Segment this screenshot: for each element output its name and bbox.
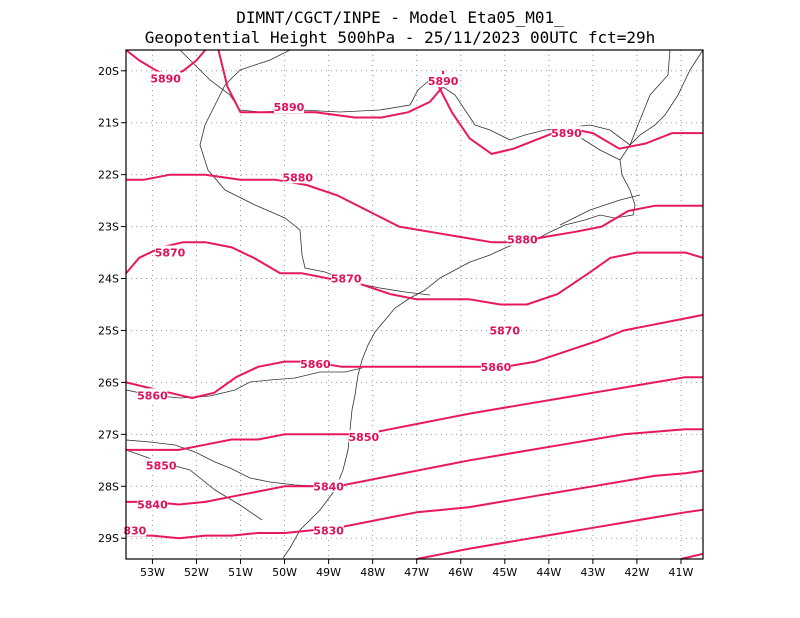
contour-label: 5890: [428, 75, 459, 88]
y-tick-label: 21S: [98, 117, 119, 130]
contour-label-bg: [155, 245, 186, 259]
x-tick-label: 45W: [492, 566, 517, 579]
y-tick-label: 28S: [98, 480, 119, 493]
contour-label-bg: [551, 126, 582, 140]
contour-label-bg: [348, 429, 379, 443]
x-tick-label: 43W: [580, 566, 605, 579]
x-tick-label: 50W: [272, 566, 297, 579]
contour-label: 5880: [282, 171, 313, 184]
contour-label: 5890: [150, 73, 181, 86]
y-tick-label: 25S: [98, 324, 119, 337]
contour-label: 5870: [155, 247, 186, 260]
border-mg-es: [629, 49, 671, 146]
contour-label: 5860: [137, 389, 168, 402]
contour-label: 5880: [507, 234, 538, 247]
lat-lon-grid: [126, 50, 703, 559]
contour-label-bg: [313, 479, 344, 493]
x-tick-label: 53W: [140, 566, 165, 579]
contour-label-bg: [300, 357, 331, 371]
y-tick-label: 22S: [98, 169, 119, 182]
contour-label-bg: [150, 71, 181, 85]
contour-label: 5840: [313, 480, 344, 493]
contour-label-bg: [137, 388, 168, 402]
contour-label-bg: [313, 523, 344, 537]
contour-label: 5870: [489, 324, 520, 337]
contour-label: 5850: [146, 460, 177, 473]
contour-label-bg: [273, 100, 304, 114]
contour-5890: [437, 85, 703, 155]
contour-5850: [126, 376, 703, 451]
border-ms-pr: [199, 49, 431, 296]
contour-label: 5870: [331, 273, 362, 286]
contour-label: 830: [123, 524, 146, 537]
contour-label: 5890: [274, 101, 305, 114]
contour-5820: [416, 508, 704, 560]
map-title-line2: Geopotential Height 500hPa - 25/11/2023 …: [144, 28, 656, 47]
contour-label-bg: [123, 523, 147, 537]
height-contours: [125, 49, 704, 560]
contour-5890: [217, 49, 445, 119]
contour-label-bg: [282, 170, 313, 184]
x-tick-label: 52W: [184, 566, 209, 579]
y-tick-label: 26S: [98, 376, 119, 389]
x-tick-label: 44W: [536, 566, 561, 579]
contour-5830: [126, 469, 704, 540]
y-tick-label: 20S: [98, 65, 119, 78]
contour-label: 5890: [551, 127, 582, 140]
contour-label-bg: [137, 497, 168, 511]
x-tick-label: 47W: [404, 566, 429, 579]
border-pr-sc: [125, 367, 363, 399]
contour-label: 5830: [313, 524, 344, 537]
y-tick-label: 27S: [98, 428, 119, 441]
map-frame: [125, 49, 704, 560]
contour-labels: 5890 5890 5890 5890 5880 5880 5870 5870 5870 5860…: [123, 71, 582, 537]
contour-5840: [126, 428, 703, 506]
contour-label-bg: [428, 74, 459, 88]
y-tick-label: 29S: [98, 532, 119, 545]
contour-5810: [680, 552, 704, 560]
x-tick-label: 48W: [360, 566, 385, 579]
contour-5860: [125, 313, 704, 399]
contour-label-bg: [507, 232, 538, 246]
x-tick-label: 46W: [448, 566, 473, 579]
contour-label: 5860: [481, 361, 512, 374]
contour-label: 5860: [300, 358, 331, 371]
x-tick-label: 42W: [624, 566, 649, 579]
contour-label: 5850: [349, 431, 380, 444]
contour-label-bg: [146, 458, 177, 472]
contour-label-bg: [331, 271, 362, 285]
map-title-line1: DIMNT/CGCT/INPE - Model Eta05_M01_: [236, 8, 564, 27]
border-sp-rj: [559, 194, 641, 226]
y-tick-label: 23S: [98, 221, 119, 234]
contour-label-bg: [489, 323, 520, 337]
contour-5880: [126, 173, 703, 244]
axis-ticks: 53W 52W 51W 50W 49W 48W 47W 46W 45W 44W 43W 42W 41W 2…: [98, 65, 694, 579]
x-tick-label: 41W: [669, 566, 694, 579]
x-tick-label: 49W: [316, 566, 341, 579]
contour-label: 5840: [137, 498, 168, 511]
contour-5870: [125, 241, 704, 306]
y-tick-label: 24S: [98, 273, 119, 286]
contour-label-bg: [480, 359, 511, 373]
x-tick-label: 51W: [228, 566, 253, 579]
